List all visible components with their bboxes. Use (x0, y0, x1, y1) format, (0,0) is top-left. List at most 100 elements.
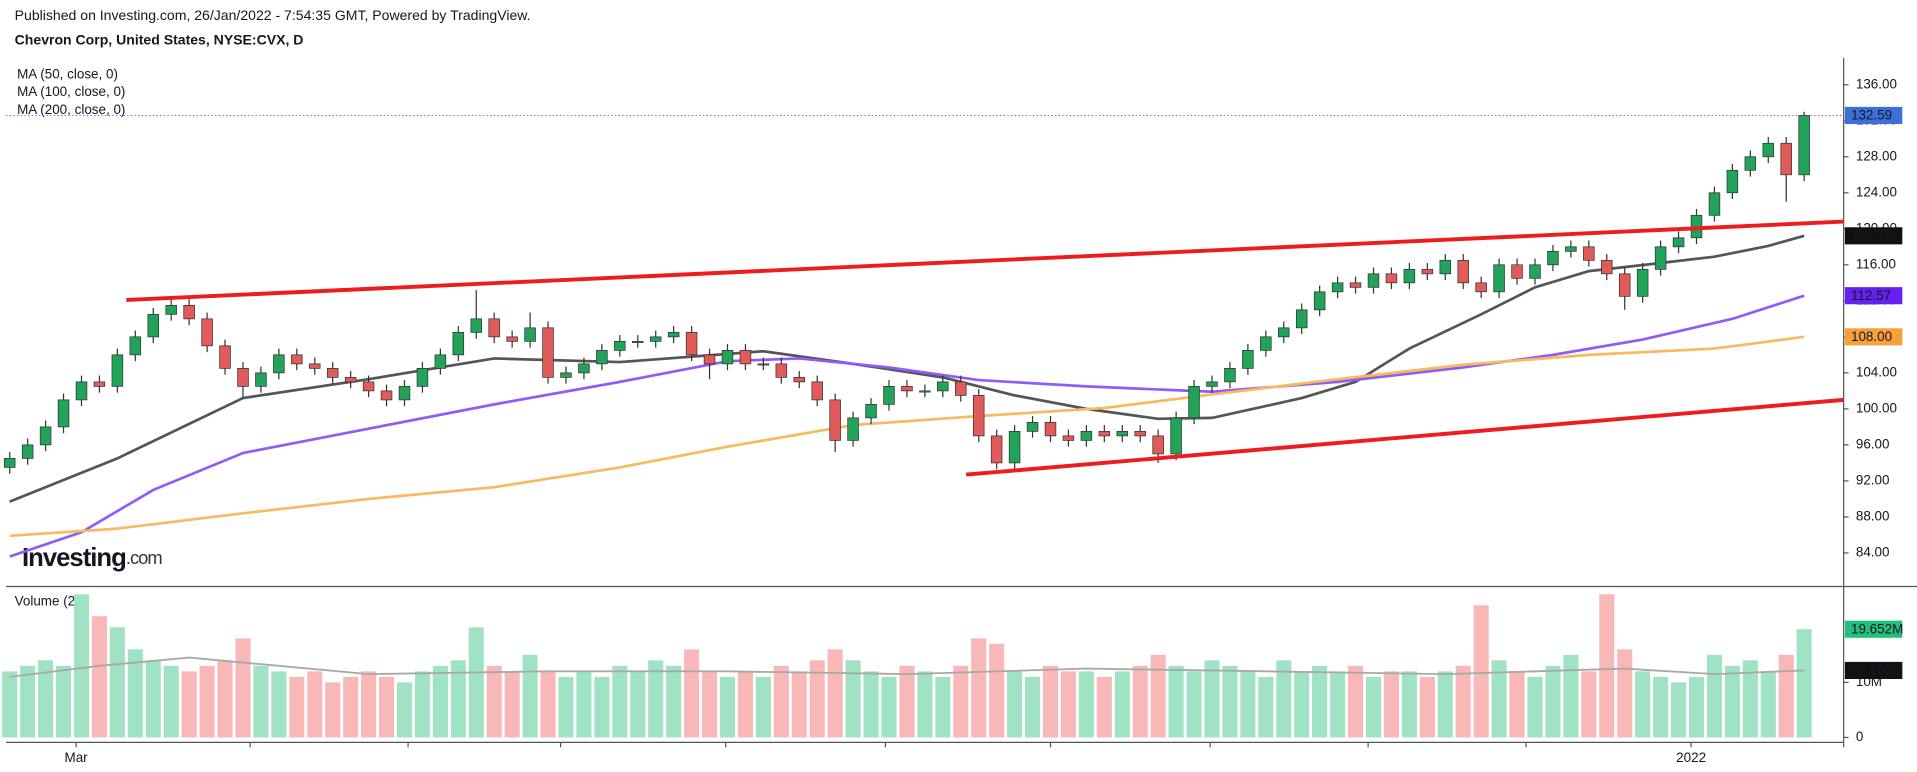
y-tick-label: 116.00 (1856, 256, 1896, 271)
volume-bar (486, 665, 502, 738)
y-tick-label: 128.00 (1856, 148, 1897, 163)
candle-body (1349, 282, 1362, 288)
candle-body (1421, 268, 1434, 275)
candle-body (1367, 273, 1380, 288)
volume-bar (181, 671, 197, 738)
candle-body (1565, 246, 1577, 252)
y-tick-label: 100.00 (1856, 400, 1897, 415)
candle-body (614, 340, 626, 351)
volume-bar (38, 660, 54, 738)
volume-tag (1844, 661, 1903, 679)
volume-bar (917, 671, 933, 738)
candle-body (93, 381, 106, 387)
ma-line (9, 234, 1805, 503)
volume-bar (1132, 665, 1148, 738)
volume-bar (145, 660, 161, 738)
candle-body (901, 386, 913, 392)
volume-bar (1635, 671, 1651, 738)
candle-body (1726, 169, 1739, 194)
candle-body (524, 327, 536, 342)
logo-main: Investing (22, 544, 126, 572)
y-tick-label: 88.00 (1856, 508, 1890, 523)
volume-tag-label: 12.166M (1851, 663, 1903, 678)
candle-body (1744, 156, 1757, 171)
volume-bar (540, 671, 556, 738)
candle-body (237, 367, 249, 387)
volume-tag (1844, 620, 1903, 638)
candle-body (1313, 291, 1326, 311)
volume-bar (199, 665, 215, 738)
volume-bar (1330, 671, 1346, 738)
price-tag (1844, 227, 1903, 245)
volume-bar (1491, 660, 1507, 738)
candle-body (1475, 282, 1487, 293)
volume-bar (1617, 649, 1633, 738)
candle-body (326, 367, 339, 378)
volume-bar (217, 660, 233, 738)
volume-bar (1778, 654, 1794, 738)
candle-body (111, 354, 124, 387)
candle-body (1636, 268, 1649, 297)
candle-body (1403, 268, 1416, 284)
y-tick-label: 136.00 (1856, 76, 1897, 91)
candle-body (560, 372, 572, 378)
candle-body (201, 318, 213, 347)
legend-entry: MA (100, close, 0) (17, 84, 125, 99)
volume-bar (1096, 676, 1112, 738)
candle-body (1457, 259, 1469, 284)
price-tag (1844, 106, 1903, 125)
candle-body (470, 318, 483, 333)
volume-bar (702, 671, 718, 738)
candle-body (1295, 309, 1308, 329)
volume-ma-line (9, 656, 1805, 678)
volume-bar (73, 594, 90, 738)
ma-line (9, 335, 1805, 538)
candle-body (1188, 386, 1200, 419)
y-tick-label: 104.00 (1856, 364, 1897, 379)
price-tag (1844, 287, 1903, 305)
volume-bar (307, 671, 323, 738)
candle-body (506, 336, 518, 342)
candle-body (452, 331, 465, 356)
volume-bar (881, 676, 897, 738)
volume-bar (576, 671, 592, 738)
volume-bar (379, 676, 395, 738)
candle-body (721, 349, 734, 365)
volume-tag-label: 19.652M (1851, 621, 1903, 636)
candle-body (883, 386, 895, 405)
volume-bar (1688, 676, 1705, 738)
volume-bar (953, 665, 969, 738)
volume-bar (1545, 665, 1561, 738)
candle-body (1116, 431, 1129, 437)
candle-body (829, 399, 841, 441)
volume-bar (594, 676, 610, 738)
volume-bar (1473, 605, 1489, 738)
candle-body (1672, 237, 1685, 248)
candle-body (793, 377, 806, 383)
volume-bar (1007, 671, 1023, 738)
candle-body (1026, 422, 1039, 432)
candle-body (147, 313, 160, 338)
volume-bar (755, 676, 771, 738)
volume-bar (414, 671, 430, 738)
volume-bar (809, 660, 825, 738)
volume-bar (989, 643, 1005, 738)
logo-suffix: .com (126, 547, 163, 568)
volume-bar (1599, 594, 1615, 738)
volume-bar (235, 638, 251, 738)
volume-bar (935, 676, 951, 738)
price-tag-label: 119.22 (1851, 228, 1891, 243)
candle-body (3, 458, 16, 468)
candle-body (1098, 431, 1111, 437)
volume-bar (971, 638, 987, 738)
volume-bar (1060, 671, 1076, 738)
volume-bar (827, 649, 843, 738)
candle-body (919, 390, 931, 393)
volume-bar (1706, 654, 1722, 738)
x-tick-label: 2022 (1676, 750, 1706, 765)
volume-bar (1383, 671, 1399, 738)
logo: Investing.com (22, 544, 162, 572)
volume-bar (396, 682, 413, 738)
volume-bar (1204, 660, 1220, 738)
